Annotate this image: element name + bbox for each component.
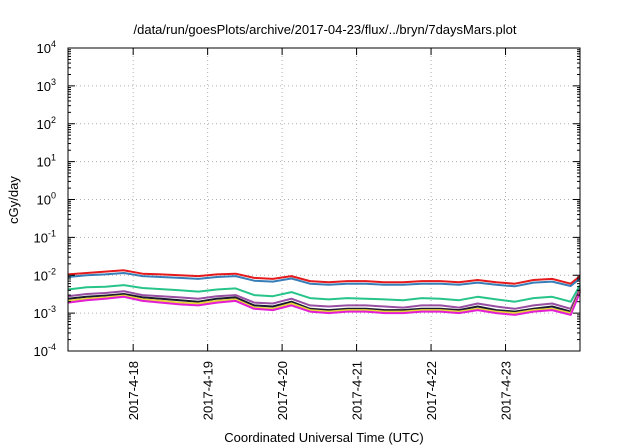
x-tick-label: 2017-4-21 <box>350 361 365 420</box>
series-line-2 <box>67 272 581 288</box>
series-line-6 <box>67 290 581 315</box>
x-tick-label: 2017-4-22 <box>424 361 439 420</box>
y-tick-label: 102 <box>37 115 56 132</box>
plot-area <box>67 269 581 316</box>
x-tick-label: 2017-4-20 <box>275 361 290 420</box>
y-tick-label: 10-3 <box>34 304 56 321</box>
x-tick-label: 2017-4-19 <box>201 361 216 420</box>
x-axis-label: Coordinated Universal Time (UTC) <box>224 430 423 445</box>
series-line-4 <box>67 287 581 310</box>
y-axis: 10-4 10-3 10-2 10-1 100 101 102 103 104 <box>34 39 580 359</box>
chart-title: /data/run/goesPlots/archive/2017-04-23/f… <box>134 22 517 37</box>
y-tick-label: 10-1 <box>34 228 56 245</box>
x-tick-label: 2017-4-18 <box>126 361 141 420</box>
x-axis: 2017-4-18 2017-4-19 2017-4-20 2017-4-21 2017… <box>126 48 514 420</box>
y-axis-label: cGy/day <box>6 176 21 224</box>
y-tick-label: 100 <box>37 191 56 208</box>
series-line-3 <box>67 284 581 303</box>
y-tick-label: 103 <box>37 77 56 94</box>
y-tick-label: 101 <box>37 153 56 170</box>
y-tick-label: 104 <box>37 39 56 56</box>
y-tick-label: 10-4 <box>34 342 56 359</box>
series-line-5 <box>67 289 581 313</box>
series-line-1 <box>67 269 581 285</box>
x-tick-label: 2017-4-23 <box>499 361 514 420</box>
series-line-7 <box>67 291 581 316</box>
y-tick-label: 10-2 <box>34 266 56 283</box>
